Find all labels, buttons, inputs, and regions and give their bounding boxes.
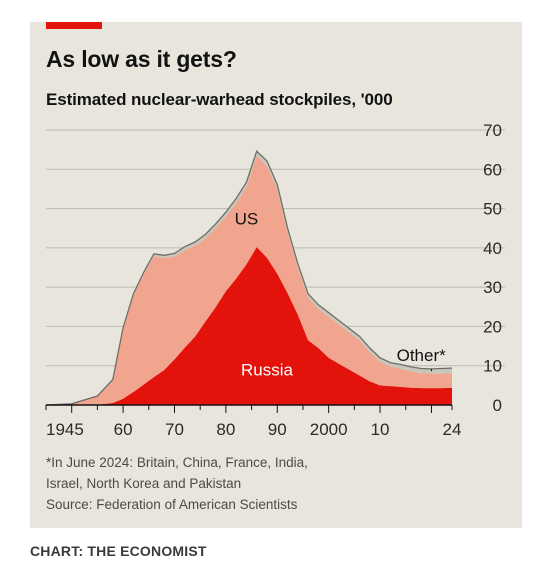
y-tick-label: 70 bbox=[483, 121, 502, 140]
y-tick-label: 20 bbox=[483, 317, 502, 336]
x-tick-label: 10 bbox=[371, 420, 390, 439]
x-tick-label: 60 bbox=[114, 420, 133, 439]
series-label-russia: Russia bbox=[241, 361, 294, 380]
chart-title: As low as it gets? bbox=[46, 46, 237, 72]
y-tick-label: 40 bbox=[483, 239, 502, 258]
series-label-other: Other* bbox=[397, 346, 447, 365]
series-label-us: US bbox=[235, 209, 259, 228]
y-tick-label: 30 bbox=[483, 278, 502, 297]
x-tick-label: 70 bbox=[165, 420, 184, 439]
y-tick-label: 60 bbox=[483, 160, 502, 179]
y-tick-label: 50 bbox=[483, 200, 502, 219]
y-tick-label: 0 bbox=[493, 396, 502, 415]
red-tag-bar bbox=[46, 22, 102, 29]
chart-credit: CHART: THE ECONOMIST bbox=[30, 543, 207, 559]
footnote-line: *In June 2024: Britain, China, France, I… bbox=[46, 455, 308, 470]
chart-subtitle: Estimated nuclear-warhead stockpiles, '0… bbox=[46, 90, 393, 109]
series-labels: Russia US Other* bbox=[235, 209, 446, 379]
area-russia bbox=[46, 247, 452, 405]
x-tick-label: 80 bbox=[216, 420, 235, 439]
axes: 70 60 50 40 30 20 10 0 1945 60 70 80 90 2000 10 24 bbox=[45, 121, 502, 439]
y-tick-label: 10 bbox=[483, 357, 502, 376]
x-tick-label: 24 bbox=[443, 420, 462, 439]
stockpile-area-chart: Russia US Other* 70 60 50 40 30 20 10 0 1945 60 70 80… bbox=[45, 121, 505, 439]
x-tick-label: 2000 bbox=[310, 420, 348, 439]
stacked-areas bbox=[45, 150, 453, 406]
chart-footnote: *In June 2024: Britain, China, France, I… bbox=[46, 452, 376, 515]
footnote-line: Israel, North Korea and Pakistan bbox=[46, 476, 242, 491]
chart-card: As low as it gets? Estimated nuclear-war… bbox=[30, 22, 522, 528]
total-outline bbox=[45, 150, 453, 406]
source-note: Source: Federation of American Scientist… bbox=[46, 497, 298, 512]
x-tick-label: 1945 bbox=[46, 420, 84, 439]
area-us bbox=[46, 156, 452, 405]
x-tick-label: 90 bbox=[268, 420, 287, 439]
